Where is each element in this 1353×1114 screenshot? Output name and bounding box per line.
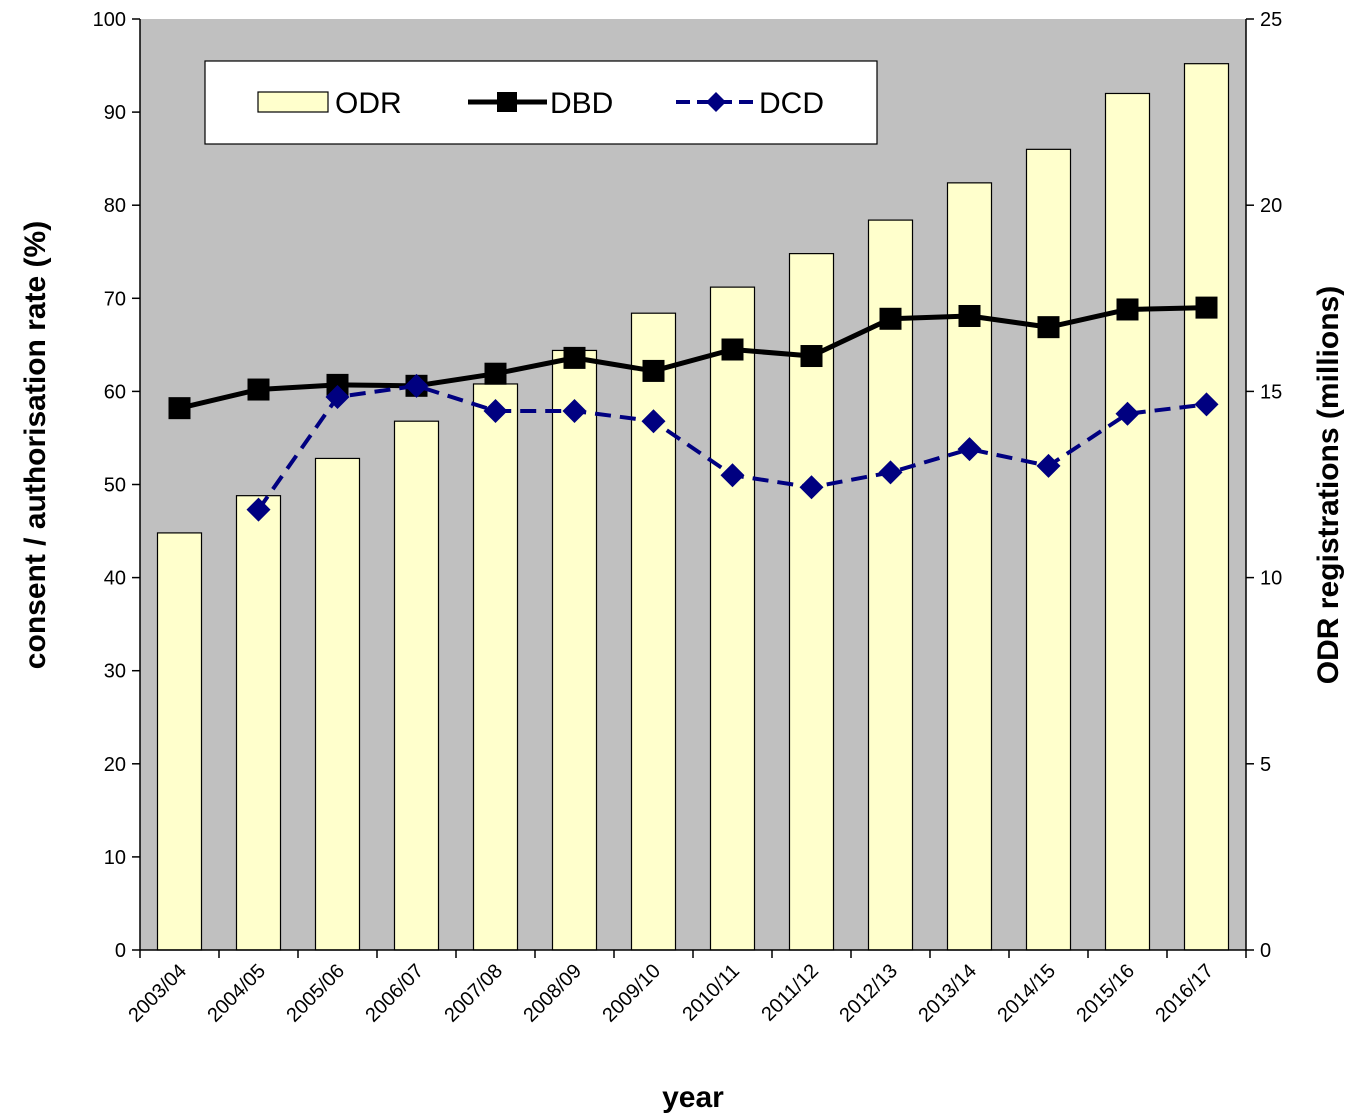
legend-dcd-marker bbox=[706, 92, 726, 112]
dcd-point bbox=[404, 373, 429, 398]
x-tick-label: 2012/13 bbox=[835, 960, 902, 1027]
odr-bar bbox=[630, 312, 677, 951]
x-tick-label: 2015/16 bbox=[1072, 960, 1139, 1027]
legend-odr-label: ODR bbox=[335, 87, 402, 120]
odr-bar bbox=[472, 383, 519, 951]
dcd-point bbox=[641, 409, 666, 434]
dcd-point bbox=[325, 384, 350, 409]
y-left-tick-label: 80 bbox=[104, 195, 126, 217]
y-right-tick-label: 20 bbox=[1260, 195, 1282, 217]
y-left-tick-label: 30 bbox=[104, 661, 126, 683]
y-right-tick-label: 10 bbox=[1260, 568, 1282, 590]
y-left-tick-label: 40 bbox=[104, 568, 126, 590]
y-right-tick-label: 5 bbox=[1260, 754, 1271, 776]
odr-bar bbox=[867, 219, 914, 951]
y-axis-right-title: ODR registrations (millions) bbox=[1312, 286, 1345, 684]
y-left-tick-label: 50 bbox=[104, 475, 126, 497]
y-left-tick-label: 90 bbox=[104, 102, 126, 124]
x-tick-label: 2007/08 bbox=[440, 960, 507, 1027]
y-left-tick-label: 10 bbox=[104, 847, 126, 869]
odr-bar bbox=[1183, 63, 1230, 951]
dbd-point bbox=[247, 378, 270, 401]
x-tick-label: 2008/09 bbox=[519, 960, 586, 1027]
odr-bar bbox=[314, 457, 361, 951]
dbd-point bbox=[800, 345, 823, 368]
dbd-point bbox=[1195, 296, 1218, 319]
y-right-tick-label: 15 bbox=[1260, 381, 1282, 403]
x-tick-label: 2003/04 bbox=[124, 960, 191, 1027]
dcd-point bbox=[878, 460, 903, 485]
odr-bars bbox=[156, 63, 1230, 951]
y-axis-left-title: consent / authorisation rate (%) bbox=[19, 221, 52, 669]
plot-area bbox=[140, 19, 1246, 950]
odr-bar bbox=[551, 349, 598, 951]
dcd-point bbox=[799, 475, 824, 500]
y-left-tick-label: 0 bbox=[115, 940, 126, 962]
dcd-point bbox=[1036, 453, 1061, 478]
x-tick-label: 2009/10 bbox=[598, 960, 665, 1027]
y-left-tick-label: 20 bbox=[104, 754, 126, 776]
dbd-point bbox=[168, 397, 191, 420]
legend: ODR DBD DCD bbox=[204, 60, 878, 145]
dbd-point bbox=[563, 346, 586, 369]
legend-dbd-label: DBD bbox=[550, 87, 613, 120]
dbd-line bbox=[178, 305, 1207, 411]
x-axis-title: year bbox=[662, 1081, 724, 1114]
dbd-point bbox=[958, 304, 981, 327]
x-tick-label: 2014/15 bbox=[993, 960, 1060, 1027]
dcd-point bbox=[957, 437, 982, 462]
dcd-point bbox=[1115, 401, 1140, 426]
dbd-point bbox=[326, 373, 349, 396]
legend-dcd-label: DCD bbox=[759, 87, 824, 120]
dbd-point bbox=[1116, 298, 1139, 321]
y-left-tick-label: 70 bbox=[104, 288, 126, 310]
x-tick-label: 2010/11 bbox=[678, 960, 744, 1026]
dcd-point bbox=[483, 398, 508, 423]
dcd-point bbox=[720, 463, 745, 488]
odr-bar bbox=[235, 495, 282, 951]
y-right-tick-label: 25 bbox=[1260, 9, 1282, 31]
x-tick-label: 2011/12 bbox=[757, 960, 823, 1026]
dbd-point bbox=[721, 338, 744, 361]
series-lines bbox=[168, 296, 1219, 522]
dbd-point bbox=[1037, 316, 1060, 339]
x-tick-label: 2004/05 bbox=[203, 960, 270, 1027]
dbd-point bbox=[879, 307, 902, 330]
x-tick-label: 2006/07 bbox=[361, 960, 428, 1027]
odr-bar bbox=[1104, 92, 1151, 951]
odr-bar bbox=[393, 420, 440, 951]
legend-dbd-marker bbox=[497, 92, 517, 112]
dcd-point bbox=[246, 497, 271, 522]
y-left-tick-label: 100 bbox=[93, 9, 126, 31]
odr-bar bbox=[709, 286, 756, 951]
dbd-point bbox=[642, 359, 665, 382]
odr-bar bbox=[1025, 148, 1072, 951]
x-tick-label: 2013/14 bbox=[914, 960, 981, 1027]
dcd-point bbox=[562, 398, 587, 423]
dbd-point bbox=[484, 362, 507, 385]
legend-odr-swatch bbox=[257, 91, 329, 113]
y-right-tick-label: 0 bbox=[1260, 940, 1271, 962]
odr-bar bbox=[156, 532, 203, 951]
x-tick-label: 2016/17 bbox=[1151, 960, 1218, 1027]
x-tick-label: 2005/06 bbox=[282, 960, 349, 1027]
dcd-point bbox=[1194, 392, 1219, 417]
y-left-tick-label: 60 bbox=[104, 381, 126, 403]
odr-bar bbox=[946, 182, 993, 951]
